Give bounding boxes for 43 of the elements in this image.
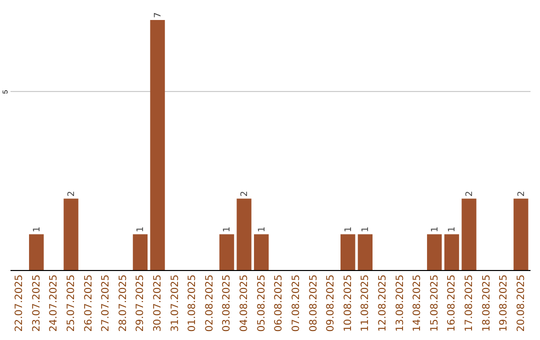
x-tick-label: 10.08.2025 (342, 274, 354, 332)
x-tick-label: 22.07.2025 (14, 274, 26, 332)
x-tick-label: 31.07.2025 (170, 274, 181, 332)
x-tick-label: 13.08.2025 (394, 274, 406, 332)
data-label: 2 (240, 190, 250, 197)
x-tick-label: 02.08.2025 (204, 274, 216, 332)
x-tick-label: 20.08.2025 (516, 274, 527, 332)
x-tick-label: 14.08.2025 (412, 274, 424, 332)
data-label: 1 (430, 226, 440, 232)
x-tick-label: 04.08.2025 (239, 274, 250, 332)
data-label: 1 (222, 226, 233, 232)
x-tick-label: 17.08.2025 (464, 274, 475, 332)
x-tick-label: 19.08.2025 (498, 274, 510, 332)
data-label: 1 (136, 226, 146, 232)
x-tick-label: 08.08.2025 (308, 274, 320, 332)
x-tick-label: 12.08.2025 (377, 274, 388, 332)
data-label: 2 (67, 190, 77, 197)
x-tick-label: 07.08.2025 (290, 274, 302, 332)
data-label: 2 (516, 190, 527, 197)
x-tick-label: 27.07.2025 (100, 274, 112, 332)
x-tick-label: 24.07.2025 (48, 274, 60, 332)
data-label: 1 (257, 226, 268, 232)
x-tick-label: 11.08.2025 (360, 274, 372, 332)
x-tick-label: 15.08.2025 (429, 274, 440, 332)
x-tick-label: 26.07.2025 (83, 274, 94, 332)
x-tick-label: 23.07.2025 (31, 274, 42, 332)
x-tick-label: 28.07.2025 (118, 274, 129, 332)
data-label: 7 (154, 12, 164, 18)
data-label: 1 (344, 226, 354, 232)
x-tick-label: 03.08.2025 (222, 274, 233, 332)
x-tick-label: 16.08.2025 (446, 274, 458, 332)
data-label: 1 (32, 226, 42, 232)
x-tick-label: 05.08.2025 (256, 274, 268, 332)
x-tick-label: 09.08.2025 (326, 274, 337, 332)
x-tick-label: 30.07.2025 (152, 274, 164, 332)
x-tick-label: 01.08.2025 (187, 274, 198, 332)
x-tick-label: 06.08.2025 (274, 274, 285, 332)
x-tick-label: 18.08.2025 (481, 274, 492, 332)
data-label: 1 (448, 226, 458, 232)
x-tick-label: 25.07.2025 (66, 274, 77, 332)
data-label: 2 (465, 190, 475, 197)
data-label: 1 (361, 226, 372, 232)
x-tick-label: 29.07.2025 (135, 274, 146, 332)
